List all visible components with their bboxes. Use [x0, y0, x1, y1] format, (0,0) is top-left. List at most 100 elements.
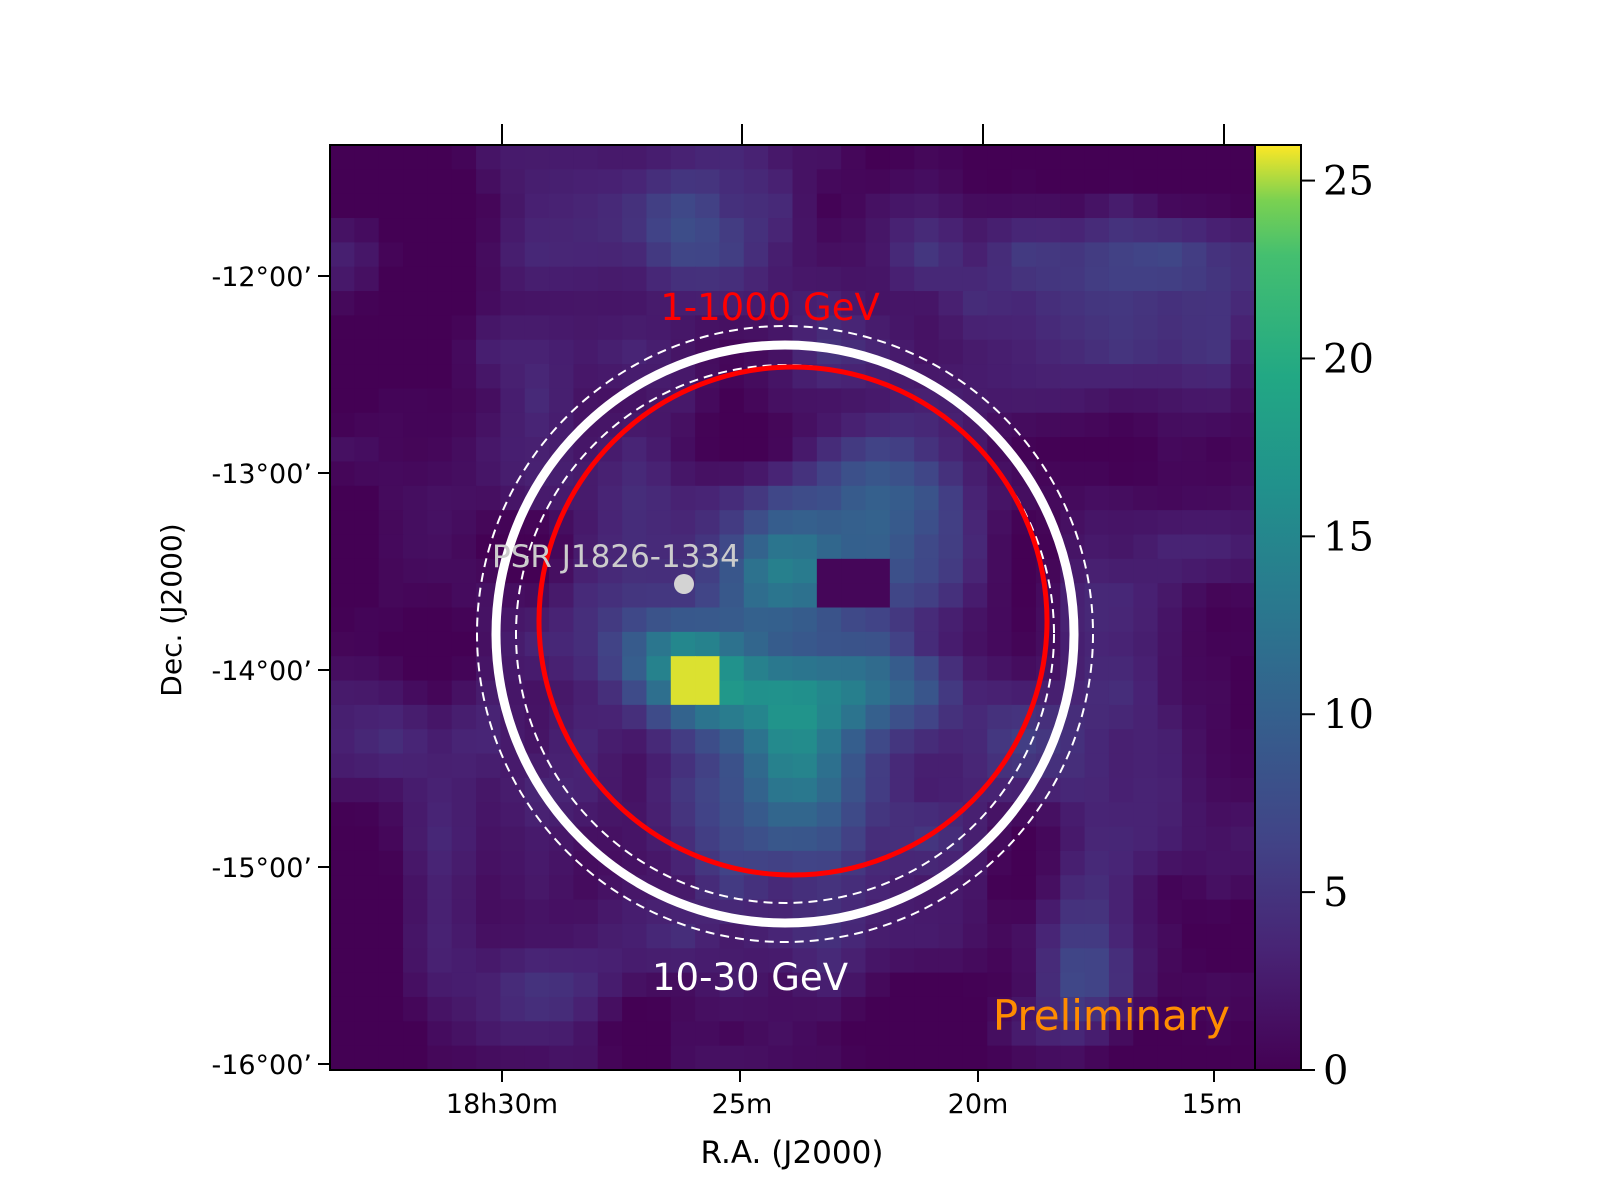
- heatmap-cell: [792, 315, 818, 341]
- heatmap-cell: [1060, 777, 1086, 803]
- heatmap-cell: [549, 242, 575, 268]
- heatmap-cell: [549, 169, 575, 195]
- heatmap-cell: [1206, 656, 1232, 682]
- heatmap-cell: [1230, 388, 1255, 414]
- heatmap-cell: [1108, 631, 1134, 657]
- heatmap-cell: [451, 510, 477, 536]
- heatmap-cell: [719, 242, 745, 268]
- heatmap-cell: [743, 802, 769, 828]
- heatmap-cell: [427, 510, 453, 536]
- heatmap-cell: [1181, 777, 1207, 803]
- heatmap-cell: [1108, 753, 1134, 779]
- heatmap-cell: [403, 729, 428, 755]
- heatmap-cell: [500, 461, 526, 487]
- heatmap-cell: [816, 607, 842, 633]
- heatmap-cell: [816, 218, 842, 243]
- heatmap-cell: [1060, 923, 1086, 949]
- heatmap-cell: [1206, 729, 1232, 755]
- heatmap-cell: [938, 315, 964, 341]
- heatmap-cell: [646, 850, 672, 876]
- heatmap-cell: [792, 218, 818, 243]
- heatmap-cell: [962, 291, 988, 316]
- heatmap-cell: [1206, 364, 1232, 390]
- heatmap-cell: [524, 339, 550, 365]
- heatmap-cell: [354, 826, 380, 852]
- heatmap-cell: [1181, 631, 1207, 657]
- heatmap-cell: [1230, 485, 1255, 511]
- heatmap-cell: [865, 558, 891, 584]
- heatmap-cell: [378, 291, 404, 316]
- heatmap-cell: [403, 923, 428, 949]
- heatmap-cell: [1133, 145, 1159, 170]
- heatmap-cell: [695, 485, 721, 511]
- heatmap-cell: [1035, 972, 1061, 998]
- heatmap-cell: [330, 753, 355, 779]
- heatmap-cell: [889, 704, 915, 730]
- heatmap-cell: [354, 875, 380, 901]
- heatmap-cell: [597, 534, 623, 560]
- heatmap-cell: [500, 339, 526, 365]
- heatmap-cell: [670, 680, 696, 706]
- heatmap-cell: [646, 680, 672, 706]
- heatmap-cell: [1230, 996, 1255, 1022]
- heatmap-cell: [1206, 218, 1232, 243]
- heatmap-cell: [938, 558, 964, 584]
- heatmap-cell: [476, 753, 501, 779]
- heatmap-cell: [1035, 339, 1061, 365]
- heatmap-cell: [451, 291, 477, 316]
- heatmap-cell: [719, 485, 745, 511]
- heatmap-cell: [914, 972, 940, 998]
- heatmap-cell: [962, 996, 988, 1022]
- heatmap-cell: [1206, 802, 1232, 828]
- heatmap-cell: [865, 315, 891, 341]
- heatmap-cell: [719, 607, 745, 633]
- heatmap-cell: [549, 291, 575, 316]
- heatmap-cell: [914, 607, 940, 633]
- heatmap-cell: [1084, 948, 1110, 974]
- heatmap-cell: [987, 996, 1013, 1022]
- heatmap-cell: [573, 145, 599, 170]
- heatmap-cell: [889, 558, 915, 584]
- heatmap-cell: [1108, 777, 1134, 803]
- heatmap-cell: [1035, 948, 1061, 974]
- heatmap-cell: [695, 1045, 721, 1070]
- heatmap-cell: [646, 802, 672, 828]
- heatmap-cell: [354, 193, 380, 219]
- heatmap-cell: [670, 875, 696, 901]
- heatmap-cell: [1230, 558, 1255, 584]
- heatmap-cell: [451, 656, 477, 682]
- heatmap-cell: [330, 850, 355, 876]
- heatmap-cell: [1157, 339, 1183, 365]
- heatmap-cell: [451, 802, 477, 828]
- heatmap-cell: [1181, 680, 1207, 706]
- heatmap-cell: [938, 242, 964, 268]
- heatmap-cell: [1133, 826, 1159, 852]
- heatmap-cell: [476, 850, 501, 876]
- heatmap-cell: [1108, 266, 1134, 292]
- heatmap-cell: [524, 729, 550, 755]
- heatmap-cell: [451, 631, 477, 657]
- heatmap-cell: [403, 583, 428, 609]
- heatmap-cell: [1084, 461, 1110, 487]
- heatmap-cell: [1035, 242, 1061, 268]
- heatmap-cell: [403, 437, 428, 463]
- heatmap-cell: [500, 291, 526, 316]
- heatmap-cell: [500, 923, 526, 949]
- heatmap-cell: [792, 996, 818, 1022]
- heatmap-cell: [938, 339, 964, 365]
- heatmap-cell: [427, 729, 453, 755]
- heatmap-cell: [1230, 461, 1255, 487]
- heatmap-cell: [962, 145, 988, 170]
- heatmap-cell: [549, 948, 575, 974]
- white-circle: [491, 340, 1079, 928]
- heatmap-cell: [622, 607, 648, 633]
- heatmap-cell: [841, 631, 867, 657]
- heatmap-cell: [1011, 218, 1037, 243]
- heatmap-cell: [1133, 339, 1159, 365]
- heatmap-cell: [768, 218, 794, 243]
- heatmap-cell: [354, 802, 380, 828]
- heatmap-cell: [378, 412, 404, 438]
- heatmap-cell: [500, 145, 526, 170]
- heatmap-cell: [743, 242, 769, 268]
- heatmap-cell: [1084, 437, 1110, 463]
